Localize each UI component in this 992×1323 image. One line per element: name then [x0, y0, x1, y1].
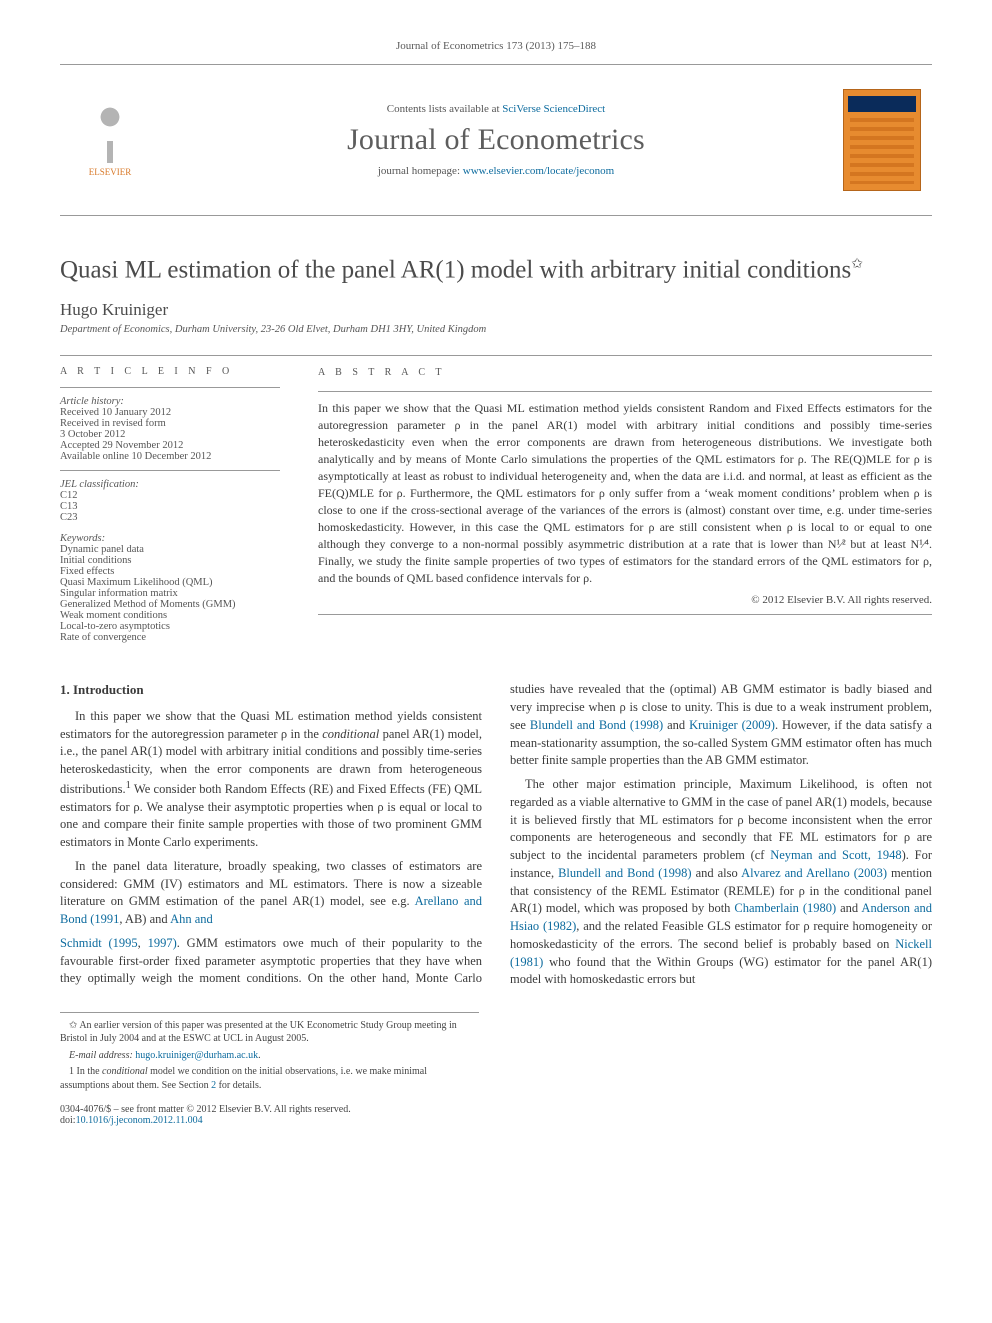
history-label: Article history: [60, 396, 124, 407]
front-matter-line: 0304-4076/$ – see front matter © 2012 El… [60, 1104, 932, 1115]
keyword: Local-to-zero asymptotics [60, 621, 280, 632]
footer: 0304-4076/$ – see front matter © 2012 El… [60, 1104, 932, 1126]
abstract: A B S T R A C T In this paper we show th… [298, 356, 932, 653]
keyword: Quasi Maximum Likelihood (QML) [60, 577, 280, 588]
citation-link[interactable]: Ahn and [170, 912, 213, 926]
author: Hugo Kruiniger [60, 300, 932, 320]
doi-link[interactable]: 10.1016/j.jeconom.2012.11.004 [76, 1115, 203, 1126]
article-info-heading: A R T I C L E I N F O [60, 366, 280, 377]
history-line: Received 10 January 2012 [60, 407, 280, 418]
citation-link[interactable]: Kruiniger (2009) [689, 718, 775, 732]
publisher-logo-cell: ELSEVIER [60, 65, 160, 215]
body: 1. Introduction In this paper we show th… [60, 681, 932, 991]
abstract-heading: A B S T R A C T [318, 366, 932, 380]
history-line: Accepted 29 November 2012 [60, 440, 280, 451]
citation-link[interactable]: 1997) [148, 936, 177, 950]
journal-name: Journal of Econometrics [160, 123, 832, 157]
keywords-label: Keywords: [60, 533, 105, 544]
history-line: Available online 10 December 2012 [60, 451, 280, 462]
elsevier-tree-icon [86, 103, 134, 163]
jel-code: C12 [60, 490, 280, 501]
keyword: Singular information matrix [60, 588, 280, 599]
homepage-prefix: journal homepage: [378, 165, 463, 177]
history-line: 3 October 2012 [60, 429, 280, 440]
article-info: A R T I C L E I N F O Article history: R… [60, 356, 298, 653]
citation-link[interactable]: Blundell and Bond (1998) [558, 866, 692, 880]
keyword: Rate of convergence [60, 632, 280, 643]
footnote-star: ✩ An earlier version of this paper was p… [60, 1019, 479, 1046]
history-line: Received in revised form [60, 418, 280, 429]
jel-code: C23 [60, 512, 280, 523]
contents-line: Contents lists available at SciVerse Sci… [160, 103, 832, 115]
publisher-label: ELSEVIER [86, 167, 134, 177]
affiliation: Department of Economics, Durham Universi… [60, 324, 932, 335]
citation-link[interactable]: Schmidt (1995 [60, 936, 138, 950]
footnote-1: 1 In the conditional model we condition … [60, 1065, 479, 1092]
citation-link[interactable]: Blundell and Bond (1998) [530, 718, 663, 732]
journal-cover-thumb [843, 89, 921, 191]
elsevier-logo: ELSEVIER [86, 103, 134, 177]
body-para: In the panel data literature, broadly sp… [60, 858, 482, 929]
body-para: The other major estimation principle, Ma… [510, 776, 932, 989]
footnote-email: E-mail address: hugo.kruiniger@durham.ac… [60, 1049, 479, 1063]
abstract-copyright: © 2012 Elsevier B.V. All rights reserved… [318, 593, 932, 609]
email-link[interactable]: hugo.kruiniger@durham.ac.uk [135, 1050, 258, 1061]
keyword: Initial conditions [60, 555, 280, 566]
abstract-text: In this paper we show that the Quasi ML … [318, 400, 932, 587]
homepage-link[interactable]: www.elsevier.com/locate/jeconom [463, 165, 614, 177]
top-citation: Journal of Econometrics 173 (2013) 175–1… [60, 40, 932, 52]
jel-label: JEL classification: [60, 479, 139, 490]
jel-code: C13 [60, 501, 280, 512]
article-title: Quasi ML estimation of the panel AR(1) m… [60, 256, 932, 284]
keyword: Dynamic panel data [60, 544, 280, 555]
keyword: Generalized Method of Moments (GMM) [60, 599, 280, 610]
cover-cell [832, 65, 932, 215]
contents-prefix: Contents lists available at [387, 103, 502, 115]
citation-link[interactable]: Neyman and Scott, 1948 [770, 848, 901, 862]
article-title-text: Quasi ML estimation of the panel AR(1) m… [60, 256, 851, 283]
masthead: ELSEVIER Contents lists available at Sci… [60, 64, 932, 216]
homepage-line: journal homepage: www.elsevier.com/locat… [160, 165, 832, 177]
footnotes: ✩ An earlier version of this paper was p… [60, 1012, 479, 1093]
section-heading: 1. Introduction [60, 681, 482, 699]
keyword: Fixed effects [60, 566, 280, 577]
doi-label: doi: [60, 1115, 76, 1126]
body-para: In this paper we show that the Quasi ML … [60, 708, 482, 852]
sciencedirect-link[interactable]: SciVerse ScienceDirect [502, 103, 605, 115]
citation-link[interactable]: Alvarez and Arellano (2003) [741, 866, 887, 880]
keyword: Weak moment conditions [60, 610, 280, 621]
title-footnote-mark: ✩ [851, 257, 863, 272]
citation-link[interactable]: Chamberlain (1980) [734, 901, 836, 915]
